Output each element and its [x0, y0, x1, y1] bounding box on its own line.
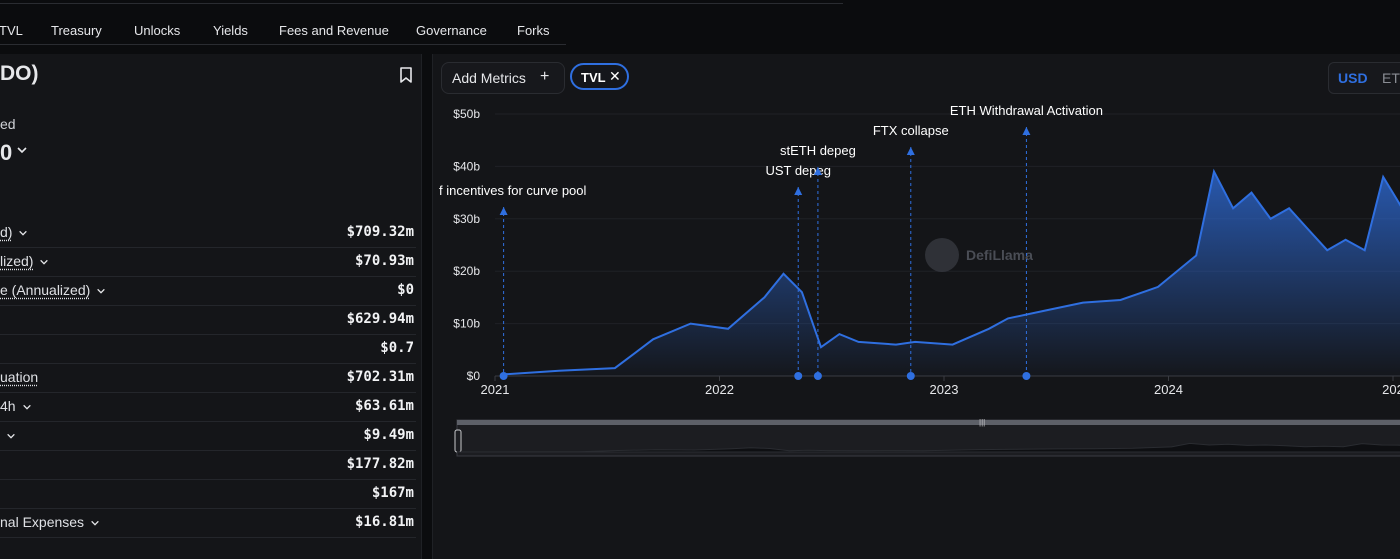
metric-value: $70.93m [355, 253, 414, 269]
defillama-watermark: DefiLlama [925, 238, 1033, 272]
metric-row: $167m [0, 479, 416, 509]
chevron-down-icon[interactable] [22, 402, 32, 412]
metric-row: $629.94m [0, 305, 416, 335]
chevron-down-icon[interactable] [96, 286, 106, 296]
event-arrow-icon [794, 187, 802, 195]
tab-fees-and-revenue[interactable]: Fees and Revenue [279, 23, 389, 38]
protocol-info-panel: DO) ed 0 d) $709.32m lized) $70.93m e (Annua… [0, 54, 422, 559]
protocol-tabs: TVL Treasury Unlocks Yields Fees and Rev… [0, 0, 566, 45]
metric-label: nal Expenses [0, 514, 84, 530]
tab-forks[interactable]: Forks [517, 23, 550, 38]
metric-row[interactable]: 4h $63.61m [0, 392, 416, 422]
metric-label: lized) [0, 253, 33, 269]
y-tick-label: $30b [453, 212, 480, 226]
event-dot[interactable] [814, 372, 822, 380]
chart-panel: Add Metrics + TVL ✕ USD ET $0 $10b $20b $30… [432, 54, 1400, 559]
tvl-chart[interactable]: $0 $10b $20b $30b $40b $50b 2021 2022 2023 2024 2… [433, 94, 1400, 514]
brush-handle-bar[interactable] [457, 420, 1400, 425]
metric-label: d) [0, 224, 12, 240]
metric-value: $63.61m [355, 398, 414, 414]
event-label: ETH Withdrawal Activation [950, 103, 1103, 118]
chevron-down-icon[interactable] [6, 431, 16, 441]
summary-value: 0 [0, 140, 12, 166]
tvl-metric-pill[interactable]: TVL ✕ [570, 63, 629, 90]
chevron-down-icon[interactable] [39, 257, 49, 267]
close-icon[interactable]: ✕ [609, 68, 621, 85]
event-label: UST depeg [765, 163, 831, 178]
metric-value: $629.94m [347, 311, 414, 327]
currency-toggle: USD ET [1328, 62, 1400, 94]
metric-row[interactable]: nal Expenses $16.81m [0, 508, 416, 538]
x-tick-label: 202 [1382, 382, 1400, 397]
tab-governance[interactable]: Governance [416, 23, 487, 38]
event-arrow-icon [500, 207, 508, 215]
metric-value: $16.81m [355, 514, 414, 530]
event-dot[interactable] [794, 372, 802, 380]
metric-value: $702.31m [347, 369, 414, 385]
metric-value: $9.49m [363, 427, 414, 443]
event-dot[interactable] [1022, 372, 1030, 380]
y-tick-label: $10b [453, 317, 480, 331]
metric-label: uation [0, 369, 38, 385]
tab-treasury[interactable]: Treasury [51, 23, 102, 38]
metric-row[interactable]: $9.49m [0, 421, 416, 451]
event-label: stETH depeg [780, 143, 856, 158]
metric-row: $177.82m [0, 450, 416, 480]
bookmark-icon[interactable] [399, 67, 413, 83]
watermark-text: DefiLlama [966, 247, 1033, 263]
metric-value: $177.82m [347, 456, 414, 472]
y-tick-label: $20b [453, 264, 480, 278]
protocol-title: DO) [0, 62, 39, 86]
metric-value: $0.7 [380, 340, 414, 356]
metric-row[interactable]: e (Annualized) $0 [0, 276, 416, 306]
brush-left-handle[interactable] [455, 430, 461, 452]
x-tick-label: 2024 [1154, 382, 1183, 397]
currency-eth-button[interactable]: ET [1382, 70, 1400, 86]
x-tick-label: 2022 [705, 382, 734, 397]
metric-value: $709.32m [347, 224, 414, 240]
metric-label: 4h [0, 398, 16, 414]
x-tick-label: 2023 [930, 382, 959, 397]
x-tick-label: 2021 [481, 382, 510, 397]
tvl-pill-label: TVL [581, 70, 606, 85]
chevron-down-icon[interactable] [16, 144, 28, 156]
metric-row[interactable]: d) $709.32m [0, 218, 416, 248]
event-arrow-icon [907, 147, 915, 155]
chevron-down-icon[interactable] [90, 518, 100, 528]
metric-value: $0 [397, 282, 414, 298]
plus-icon: + [540, 68, 549, 86]
range-brush[interactable]: ||| [455, 418, 1400, 456]
currency-usd-button[interactable]: USD [1338, 70, 1368, 86]
chevron-down-icon[interactable] [18, 228, 28, 238]
y-tick-label: $50b [453, 107, 480, 121]
brush-grip-icon[interactable]: ||| [979, 418, 985, 427]
add-metrics-button[interactable]: Add Metrics + [441, 62, 565, 94]
summary-label: ed [0, 116, 16, 132]
y-tick-label: $40b [453, 159, 480, 173]
event-dot[interactable] [907, 372, 915, 380]
add-metrics-label: Add Metrics [452, 70, 526, 86]
llama-logo-icon [925, 238, 959, 272]
event-arrow-icon [1022, 127, 1030, 135]
metric-value: $167m [372, 485, 414, 501]
event-label: f incentives for curve pool [439, 183, 587, 198]
y-tick-label: $0 [467, 369, 481, 383]
metric-row[interactable]: lized) $70.93m [0, 247, 416, 277]
tab-tvl[interactable]: TVL [0, 23, 23, 38]
event-label: FTX collapse [873, 123, 949, 138]
metric-row: uation $702.31m [0, 363, 416, 393]
tab-unlocks[interactable]: Unlocks [134, 23, 180, 38]
metric-row: $0.7 [0, 334, 416, 364]
metric-label: e (Annualized) [0, 282, 90, 298]
tab-yields[interactable]: Yields [213, 23, 248, 38]
event-dot[interactable] [500, 372, 508, 380]
